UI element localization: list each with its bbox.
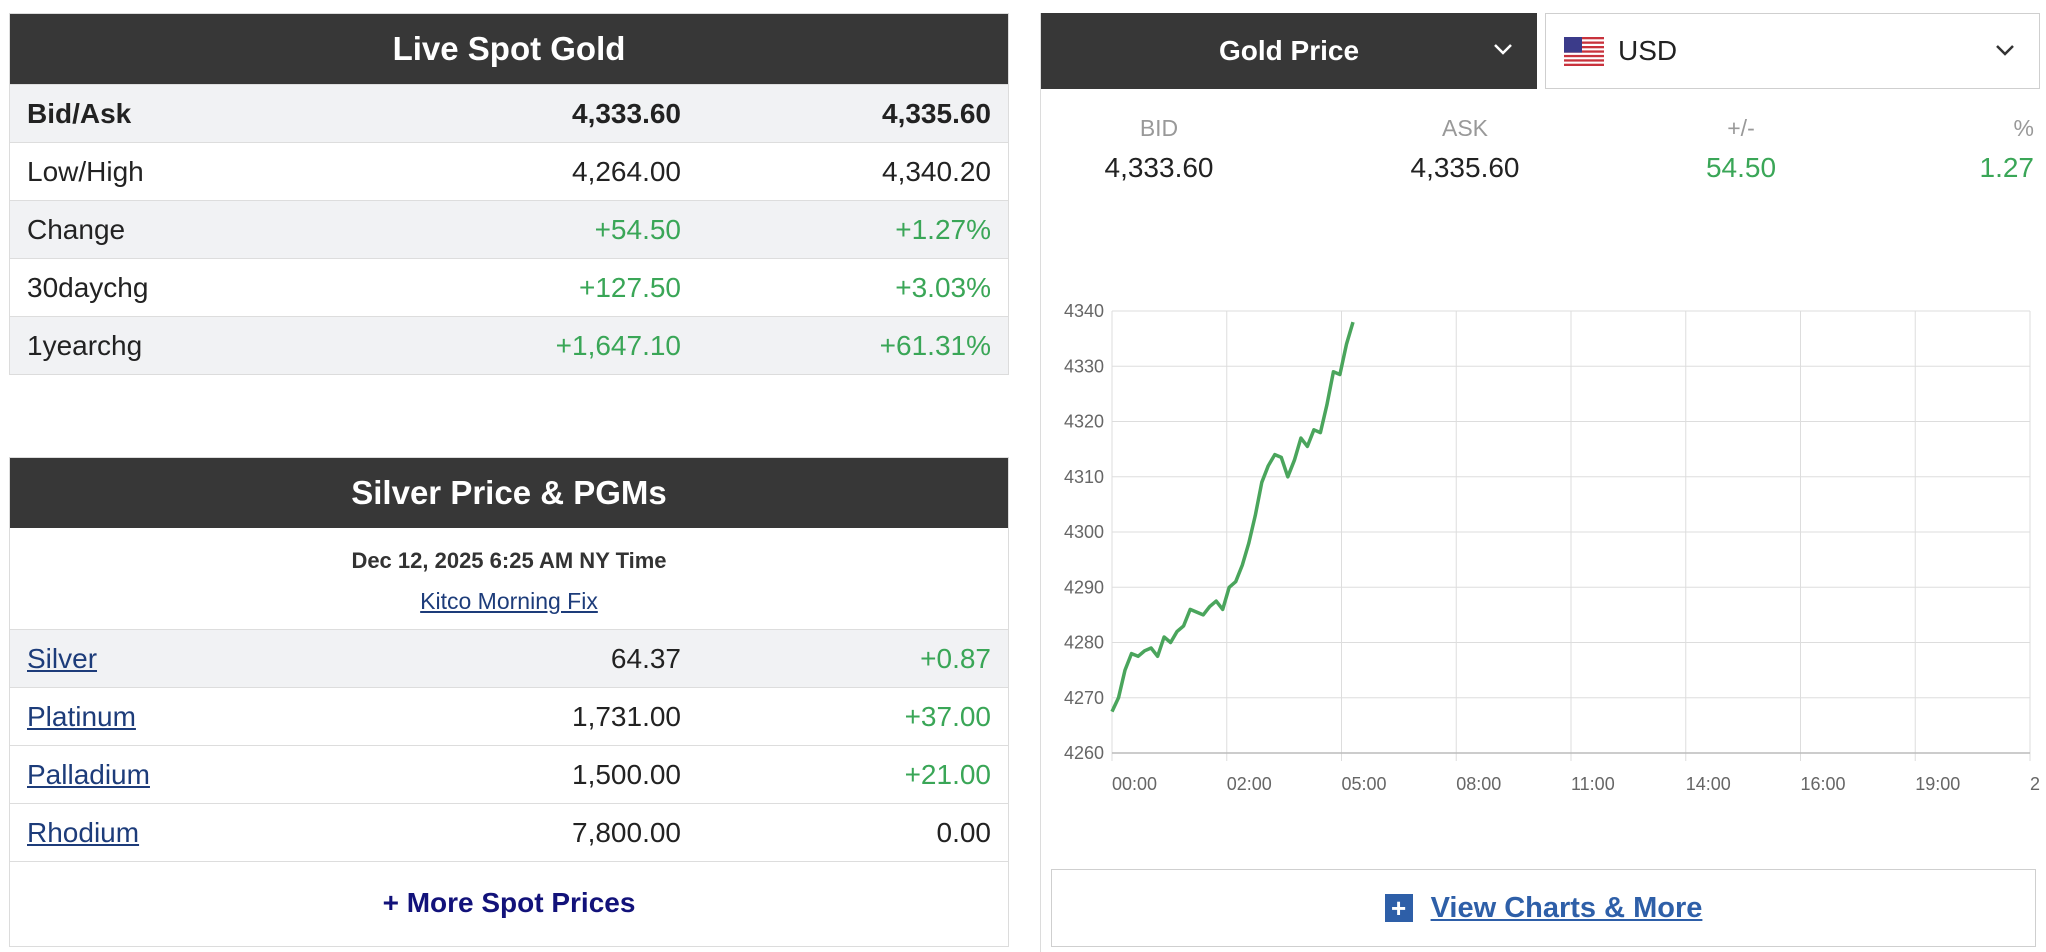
row-label: Bid/Ask bbox=[27, 97, 132, 129]
metal-price: 7,800.00 bbox=[572, 816, 681, 848]
x-tick-label: 19:00 bbox=[1915, 774, 1960, 794]
y-tick-label: 4270 bbox=[1064, 688, 1104, 708]
platinum-link[interactable]: Platinum bbox=[27, 700, 136, 732]
x-tick-label: 05:00 bbox=[1342, 774, 1387, 794]
silver-link[interactable]: Silver bbox=[27, 642, 98, 674]
ask-quote: 4,335.60 bbox=[1410, 152, 1520, 183]
gold-row-1year: 1yearchg +1,647.10 +61.31% bbox=[10, 316, 1008, 374]
rhodium-link[interactable]: Rhodium bbox=[27, 816, 140, 848]
timestamp: Dec 12, 2025 6:25 AM NY Time bbox=[351, 548, 667, 573]
x-tick-label: 02:00 bbox=[1227, 774, 1272, 794]
change-percent: +3.03% bbox=[895, 271, 991, 303]
y-tick-label: 4340 bbox=[1064, 301, 1104, 321]
gold-row-lowhigh: Low/High 4,264.00 4,340.20 bbox=[10, 142, 1008, 200]
ask-value: 4,335.60 bbox=[882, 97, 991, 129]
percent-header: % bbox=[2013, 115, 2034, 141]
bid-quote: 4,333.60 bbox=[1104, 152, 1214, 183]
gold-row-change: Change +54.50 +1.27% bbox=[10, 200, 1008, 258]
metal-selector-dropdown[interactable]: Gold Price bbox=[1041, 13, 1537, 89]
kitco-morning-fix-link[interactable]: Kitco Morning Fix bbox=[420, 588, 598, 614]
row-label: Change bbox=[27, 213, 126, 245]
gold-row-bidask: Bid/Ask 4,333.60 4,335.60 bbox=[10, 84, 1008, 142]
gold-table: Live Spot Gold Bid/Ask 4,333.60 4,335.60… bbox=[9, 13, 1009, 375]
metal-row-platinum: Platinum 1,731.00 +37.00 bbox=[10, 687, 1008, 745]
gold-table-title: Live Spot Gold bbox=[10, 14, 1008, 84]
currency-label: USD bbox=[1618, 35, 1678, 66]
chevron-down-icon bbox=[1494, 44, 1512, 55]
metal-row-silver: Silver 64.37 +0.87 bbox=[10, 629, 1008, 687]
view-charts-button[interactable]: + View Charts & More bbox=[1051, 869, 2036, 947]
row-label: 1yearchg bbox=[27, 329, 143, 361]
currency-selector-dropdown[interactable]: USD bbox=[1545, 13, 2040, 89]
silver-pgm-table: Silver Price & PGMs Dec 12, 2025 6:25 AM… bbox=[9, 457, 1009, 947]
y-tick-label: 4310 bbox=[1064, 467, 1104, 487]
x-tick-label: 14:00 bbox=[1686, 774, 1731, 794]
silver-table-title: Silver Price & PGMs bbox=[10, 458, 1008, 528]
x-tick-label: 22:00 bbox=[2030, 774, 2040, 794]
row-label: 30daychg bbox=[27, 271, 149, 303]
x-tick-label: 08:00 bbox=[1456, 774, 1501, 794]
gold-price-chart[interactable]: 4260 4270 4280 4290 4300 4310 4320 4330 4340 00:0… bbox=[1045, 283, 2046, 813]
metal-price: 64.37 bbox=[610, 642, 681, 674]
metal-row-rhodium: Rhodium 7,800.00 0.00 bbox=[10, 803, 1008, 861]
view-charts-label: View Charts & More bbox=[1430, 891, 1703, 924]
x-tick-label: 00:00 bbox=[1112, 774, 1157, 794]
palladium-link[interactable]: Palladium bbox=[27, 758, 150, 790]
change-quote: 54.50 bbox=[1705, 152, 1777, 183]
gold-row-30day: 30daychg +127.50 +3.03% bbox=[10, 258, 1008, 316]
metal-change: 0.00 bbox=[936, 816, 992, 848]
bid-header: BID bbox=[1139, 115, 1179, 141]
y-tick-label: 4320 bbox=[1064, 412, 1104, 432]
metal-row-palladium: Palladium 1,500.00 +21.00 bbox=[10, 745, 1008, 803]
y-tick-label: 4300 bbox=[1064, 522, 1104, 542]
chart-svg: 4260 4270 4280 4290 4300 4310 4320 4330 4340 00:0… bbox=[1064, 301, 2046, 794]
y-tick-label: 4260 bbox=[1064, 743, 1104, 763]
metal-change: +37.00 bbox=[904, 700, 991, 732]
metal-price: 1,731.00 bbox=[572, 700, 681, 732]
change-value: +127.50 bbox=[579, 271, 681, 303]
change-percent: +61.31% bbox=[879, 329, 991, 361]
ask-header: ASK bbox=[1441, 115, 1489, 141]
metal-selector-label: Gold Price bbox=[1218, 35, 1360, 66]
change-header: +/- bbox=[1727, 115, 1755, 141]
x-tick-label: 11:00 bbox=[1571, 774, 1615, 794]
high-value: 4,340.20 bbox=[882, 155, 991, 187]
row-label: Low/High bbox=[27, 155, 144, 187]
change-value: +1,647.10 bbox=[555, 329, 681, 361]
gold-price-widget: Gold Price USD BID A bbox=[1040, 13, 2046, 952]
change-percent: +1.27% bbox=[895, 213, 991, 245]
y-tick-label: 4330 bbox=[1064, 356, 1104, 376]
x-tick-label: 16:00 bbox=[1801, 774, 1846, 794]
percent-quote: 1.27 bbox=[1979, 152, 2035, 183]
low-value: 4,264.00 bbox=[572, 155, 681, 187]
us-flag-icon bbox=[1564, 36, 1604, 66]
more-spot-prices-link[interactable]: + More Spot Prices bbox=[10, 861, 1008, 943]
bid-value: 4,333.60 bbox=[572, 97, 681, 129]
metal-price: 1,500.00 bbox=[572, 758, 681, 790]
y-tick-label: 4290 bbox=[1064, 577, 1104, 597]
change-value: +54.50 bbox=[594, 213, 681, 245]
metal-change: +21.00 bbox=[904, 758, 991, 790]
chevron-down-icon bbox=[1996, 45, 2014, 56]
price-series-line bbox=[1110, 321, 1355, 713]
metal-change: +0.87 bbox=[920, 642, 991, 674]
plus-icon: + bbox=[1384, 893, 1413, 923]
y-tick-label: 4280 bbox=[1064, 633, 1104, 653]
